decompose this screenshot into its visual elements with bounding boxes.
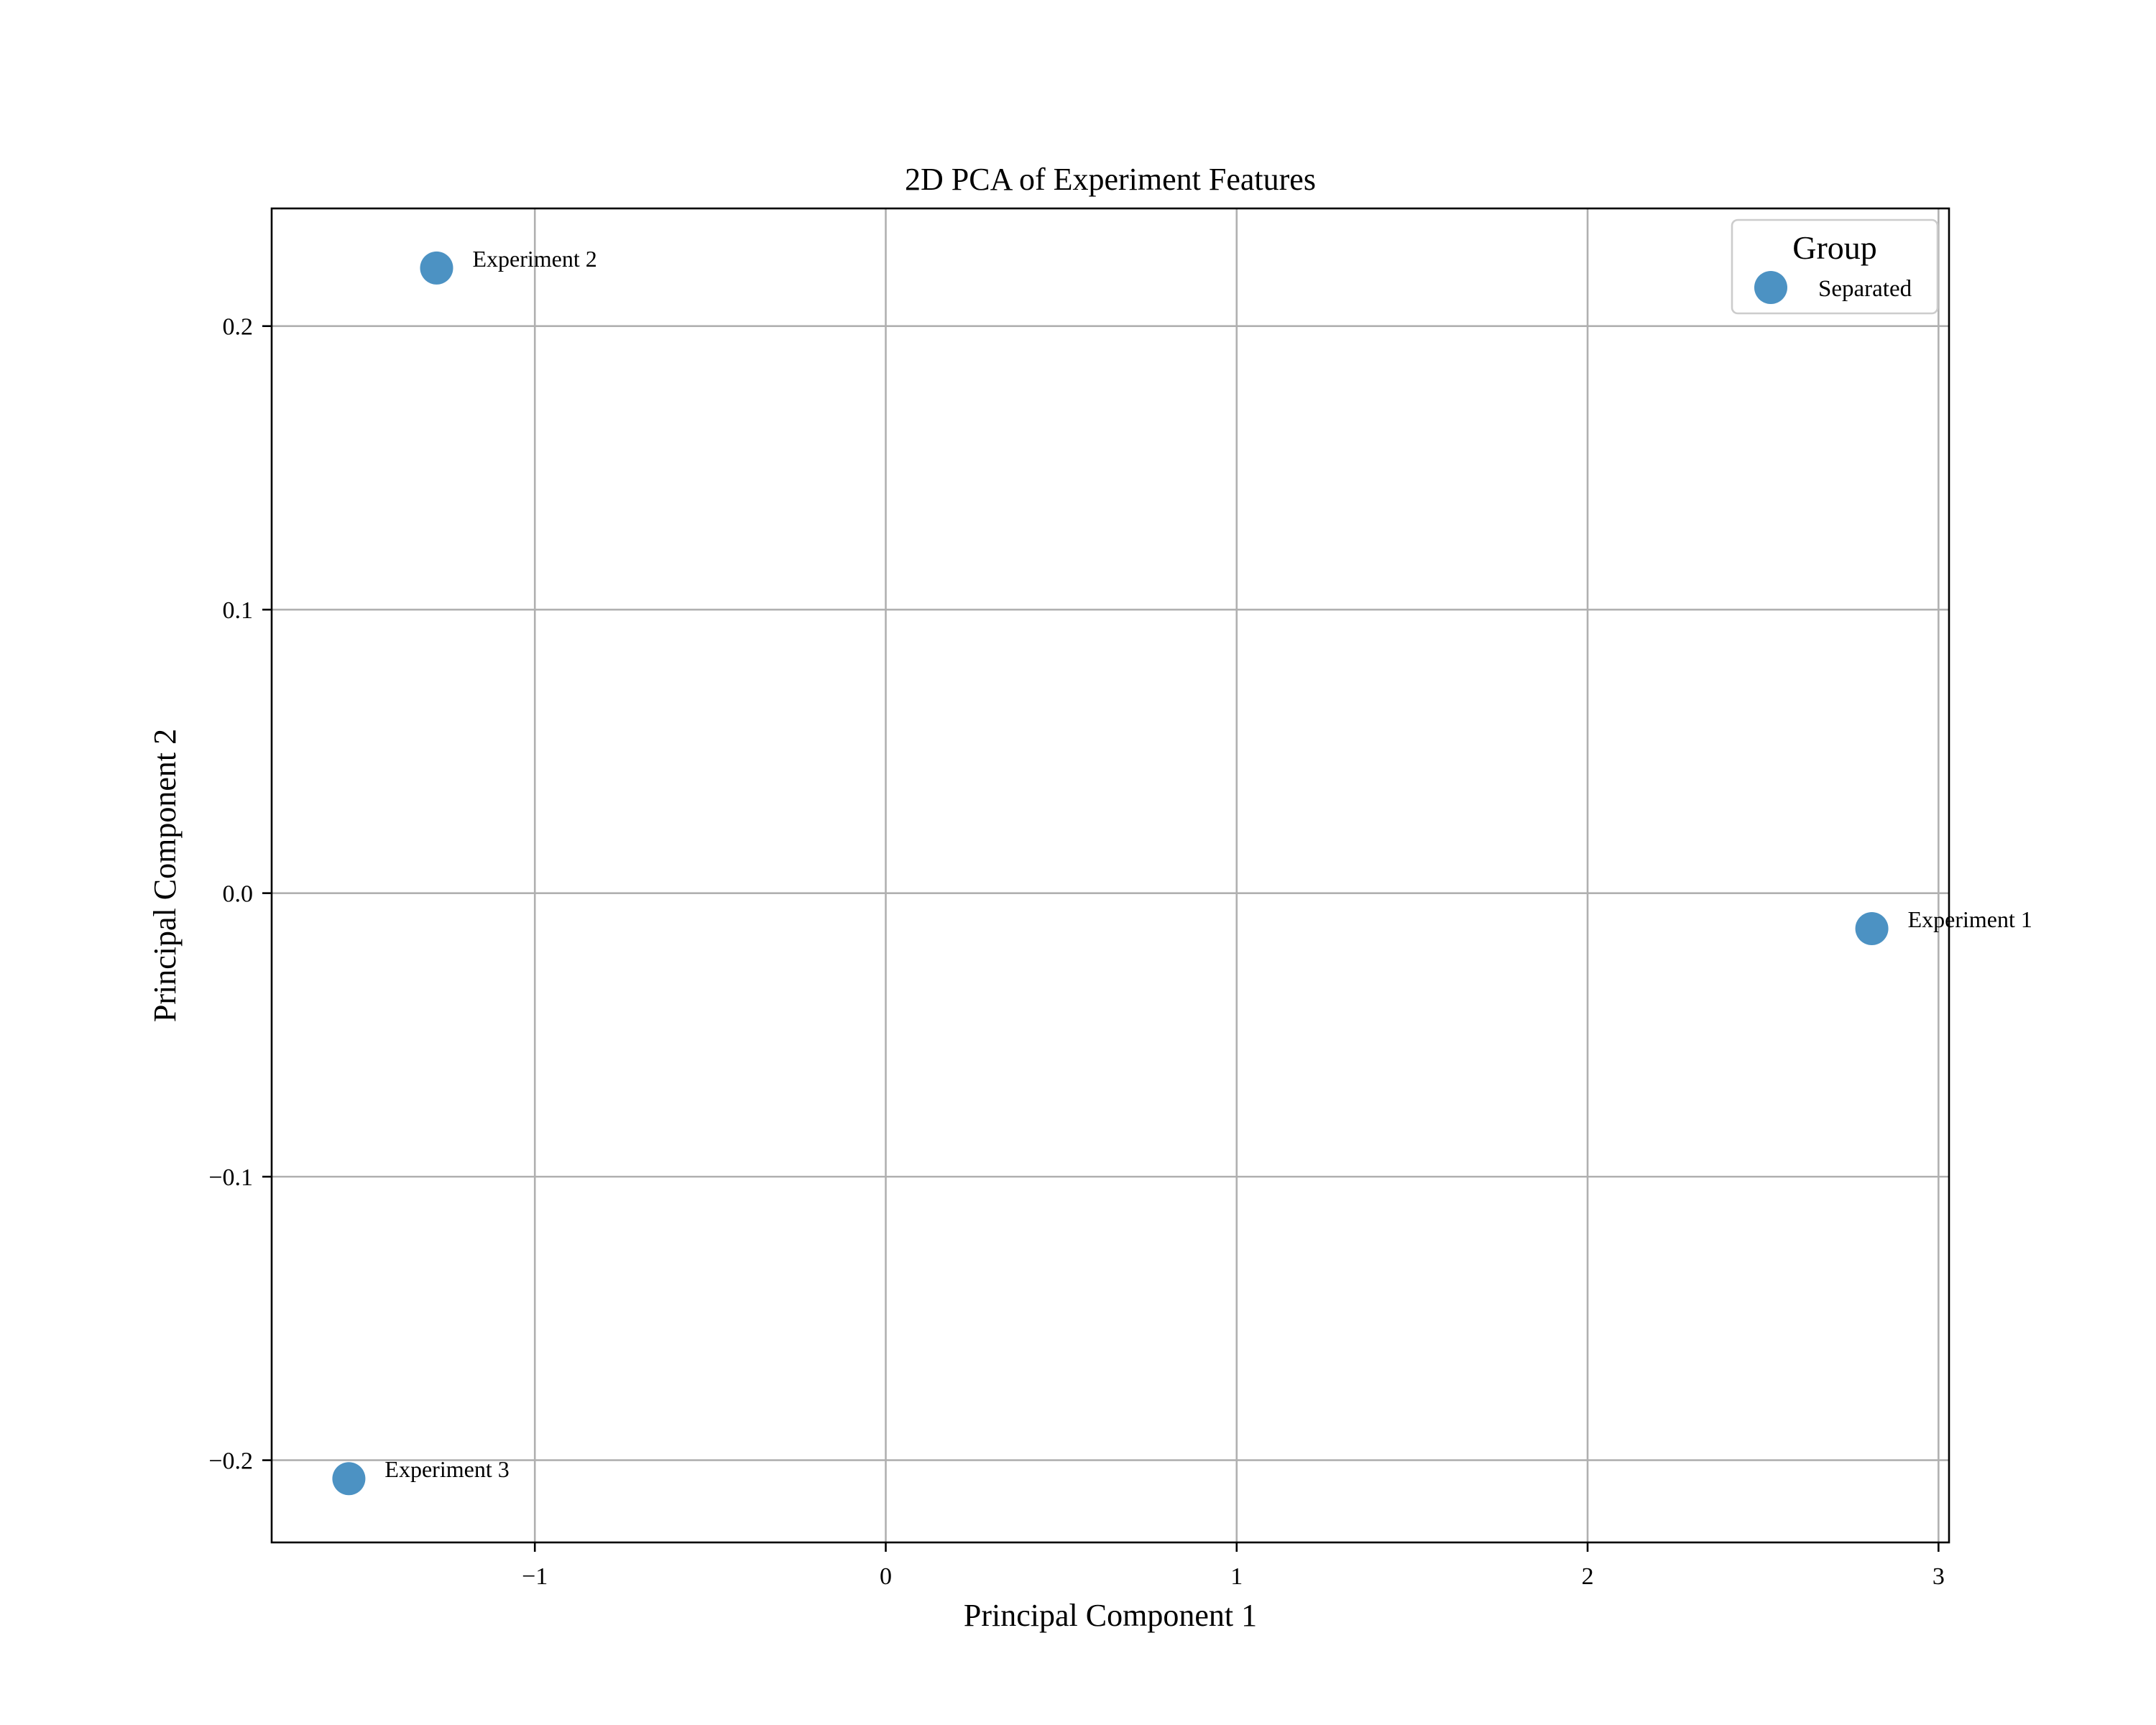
legend-title: Group [1792, 229, 1877, 266]
plot-frame [270, 207, 1950, 1544]
y-tick-label: 0.2 [223, 314, 254, 341]
x-tick-label: −1 [522, 1563, 548, 1590]
scatter-point [1855, 911, 1889, 945]
x-axis-ticks: −1 0 1 2 3 [522, 1542, 1945, 1590]
y-axis-title: Principal Component 2 [147, 729, 183, 1022]
point-label: Experiment 2 [472, 246, 596, 272]
y-axis-ticks: −0.2 −0.1 0.0 0.1 0.2 [208, 314, 272, 1475]
legend: Group Separated [1731, 218, 1939, 315]
x-tick-label: 3 [1932, 1563, 1945, 1590]
data-points [332, 251, 1889, 1496]
point-label: Experiment 3 [384, 1456, 509, 1482]
scatter-point [420, 251, 453, 285]
x-tick-label: 0 [880, 1563, 892, 1590]
y-tick-label: −0.2 [208, 1448, 253, 1475]
grid [272, 208, 1949, 1542]
y-tick-label: 0.1 [223, 597, 254, 624]
legend-label-separated: Separated [1818, 276, 1912, 302]
y-tick-label: −0.1 [208, 1164, 253, 1191]
y-tick-label: 0.0 [223, 881, 254, 908]
x-tick-label: 1 [1230, 1563, 1243, 1590]
x-tick-label: 2 [1582, 1563, 1594, 1590]
legend-marker-separated [1754, 271, 1787, 304]
point-label: Experiment 1 [1908, 906, 2032, 932]
point-labels: Experiment 1 Experiment 2 Experiment 3 [384, 246, 2032, 1482]
x-axis-title: Principal Component 1 [964, 1598, 1257, 1633]
chart-title: 2D PCA of Experiment Features [905, 162, 1316, 197]
scatter-point [332, 1462, 366, 1496]
